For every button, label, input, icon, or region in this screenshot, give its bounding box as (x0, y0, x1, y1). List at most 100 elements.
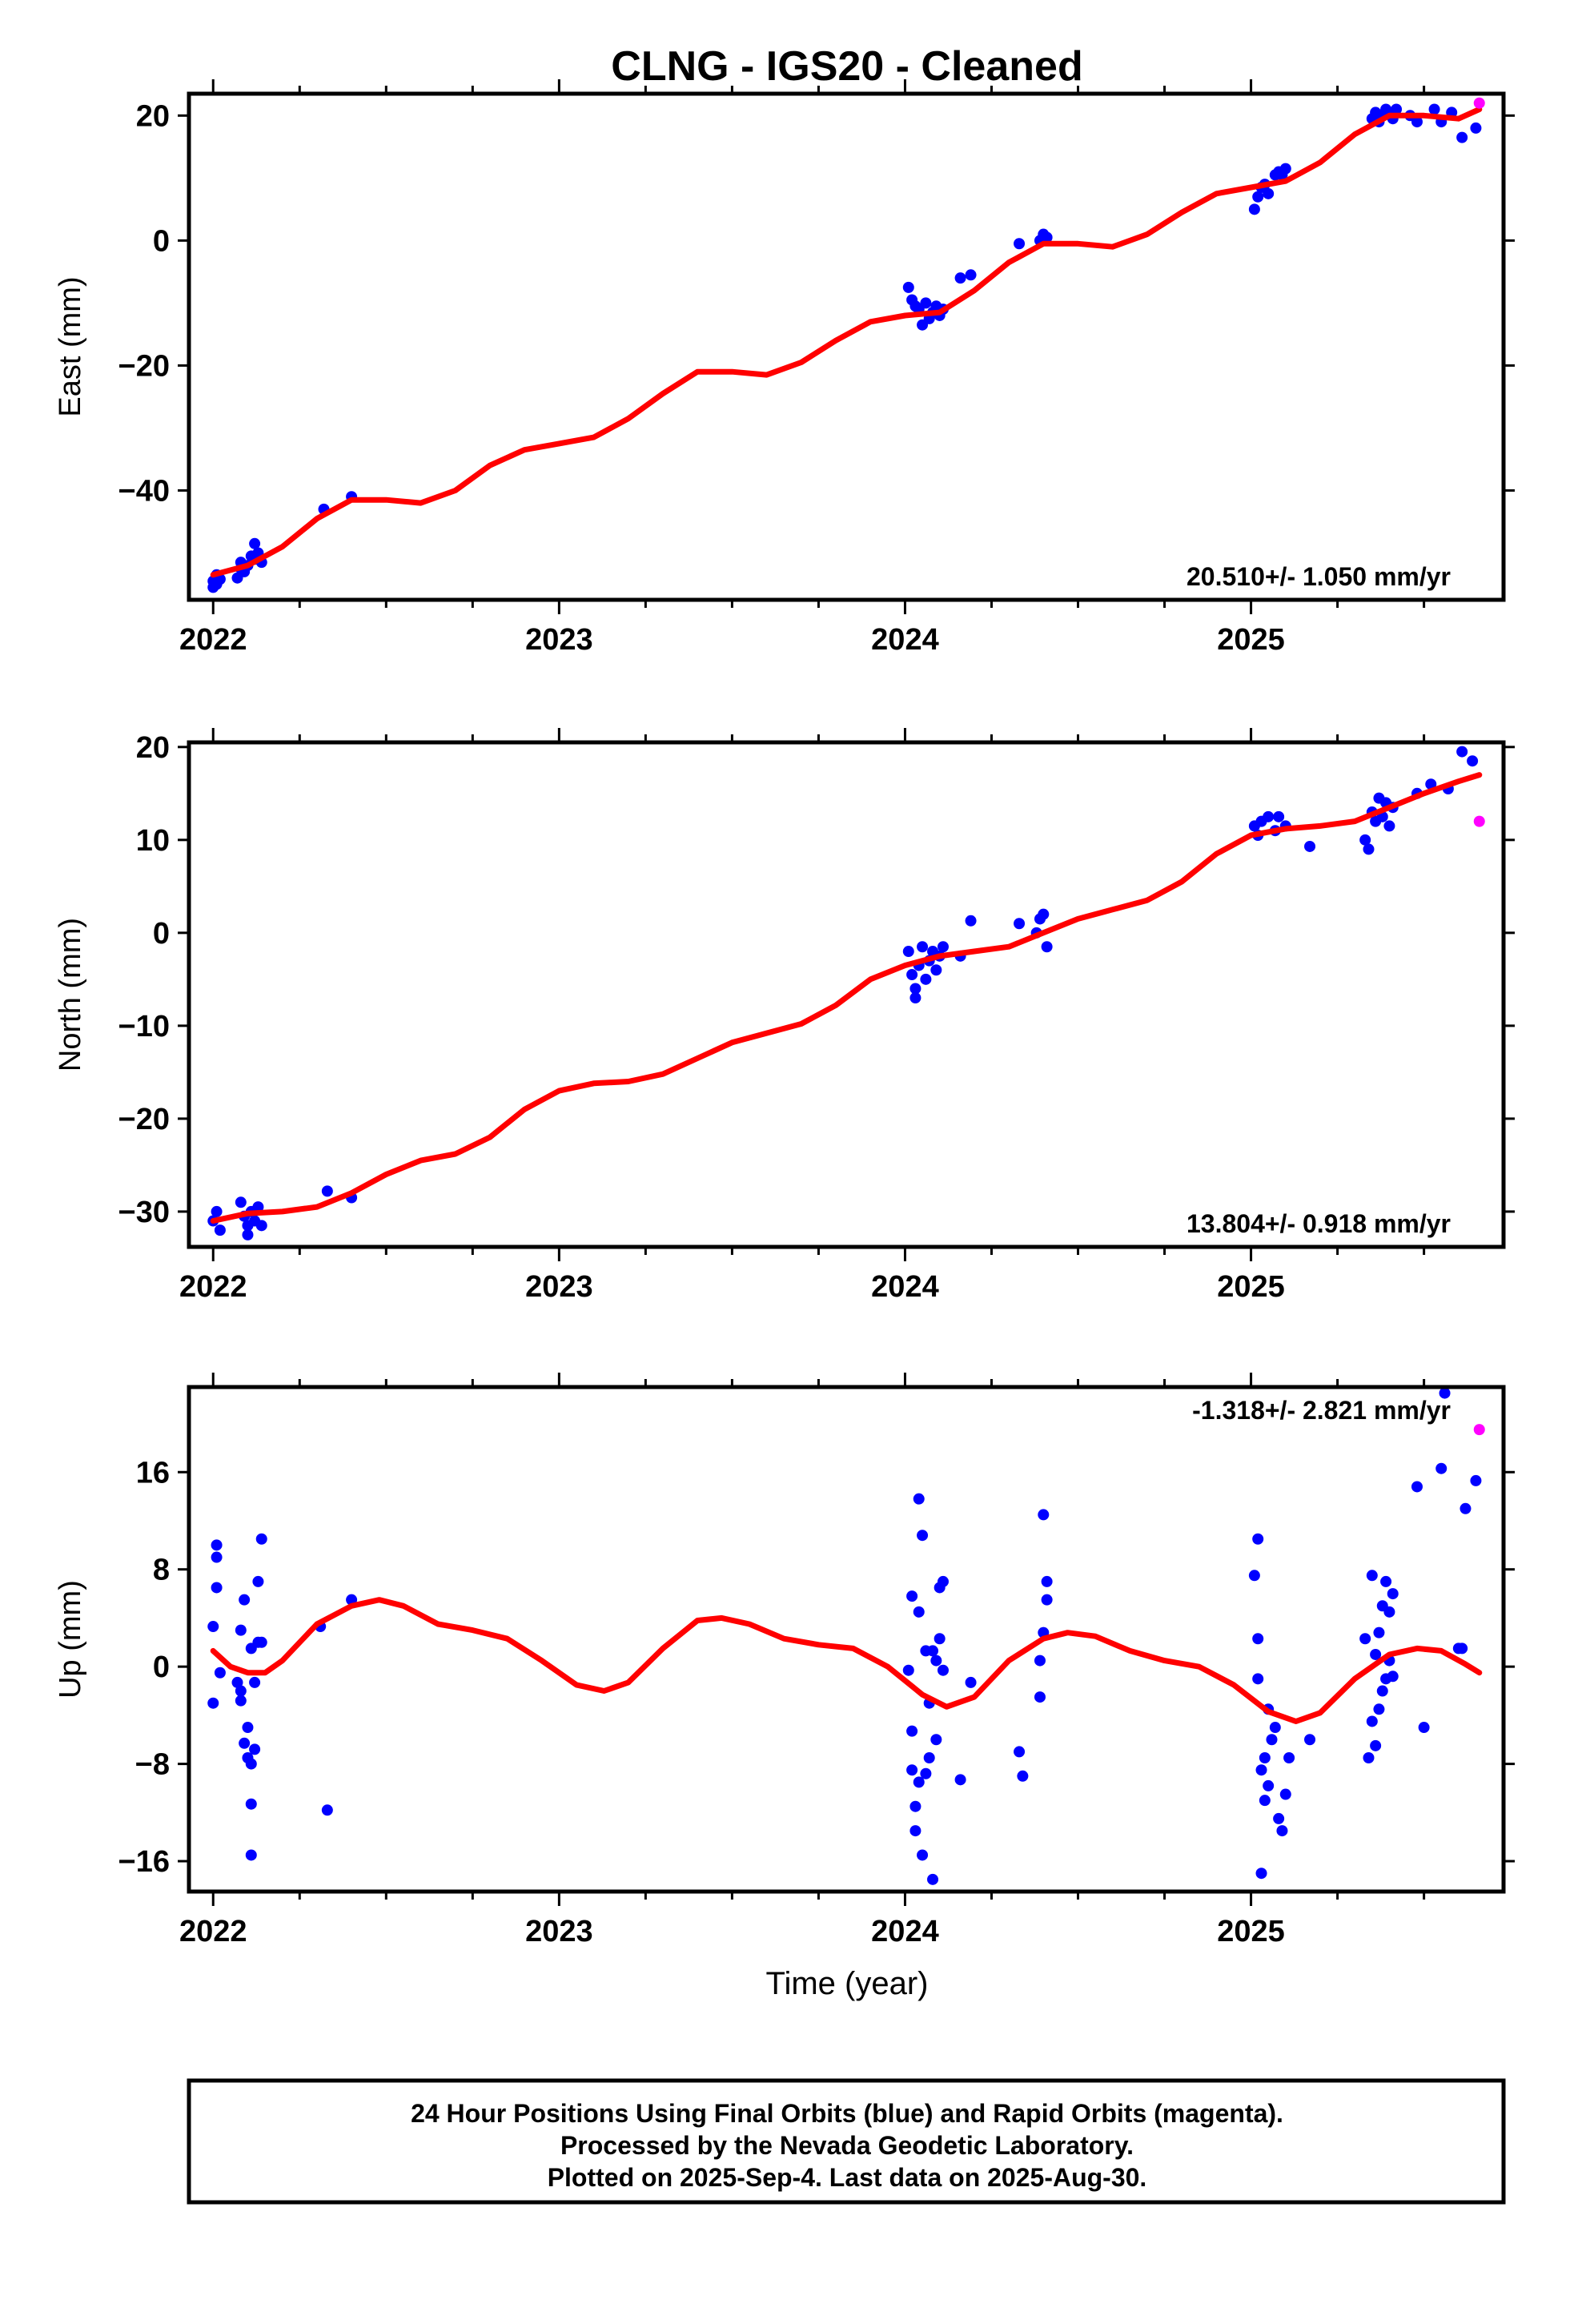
y-tick-label: −30 (118, 1196, 170, 1229)
final-orbit-point (211, 1582, 223, 1594)
final-orbit-point (1263, 1779, 1275, 1791)
final-orbit-point (965, 1676, 977, 1688)
final-orbit-point (242, 1228, 254, 1240)
final-orbit-point (920, 1767, 932, 1779)
final-orbit-point (906, 969, 918, 981)
final-orbit-point (1456, 746, 1468, 758)
final-orbit-point (1273, 1812, 1285, 1824)
final-orbit-point (923, 1752, 935, 1764)
final-orbit-point (211, 1539, 223, 1551)
final-orbit-point (1266, 1734, 1278, 1746)
final-orbit-point (1263, 187, 1275, 199)
final-orbit-point (1383, 1606, 1395, 1618)
final-orbit-point (913, 1606, 925, 1618)
model-fit-line (210, 1597, 1483, 1724)
final-orbit-point (1041, 1575, 1053, 1587)
y-tick-label: −8 (135, 1748, 170, 1782)
final-orbit-point (1038, 1509, 1050, 1521)
x-tick-label: 2024 (871, 1270, 939, 1304)
final-orbit-point (909, 1825, 921, 1837)
final-orbit-point (920, 297, 932, 309)
final-orbit-point (1391, 103, 1403, 115)
final-orbit-point (1380, 1575, 1392, 1587)
final-orbit-point (902, 1664, 914, 1676)
final-orbit-point (1014, 1746, 1026, 1758)
final-orbit-point (917, 1849, 929, 1861)
x-tick-label: 2023 (525, 1915, 593, 1948)
x-tick-label: 2023 (525, 623, 593, 657)
plot-title: CLNG - IGS20 - Cleaned (611, 43, 1082, 90)
footer-line-2: Processed by the Nevada Geodetic Laborat… (560, 2131, 1134, 2160)
east-panel: 2022 2023 2024 2025 −40 −20 0 20 East (mm) 20.510… (54, 79, 1515, 657)
final-orbit-point (321, 1185, 333, 1197)
final-orbit-point (1279, 1788, 1291, 1800)
final-orbit-point (902, 946, 914, 958)
y-tick-label: 20 (136, 731, 170, 765)
y-tick-label: 20 (136, 99, 170, 133)
final-orbit-point (1359, 1633, 1371, 1645)
final-orbit-point (913, 1493, 925, 1505)
final-orbit-point (252, 1575, 264, 1587)
final-orbit-point (930, 964, 942, 976)
final-orbit-point (917, 1530, 929, 1542)
final-orbit-point (249, 1676, 261, 1688)
final-orbit-point (1034, 1655, 1046, 1667)
y-axis-label: East (mm) (54, 276, 87, 416)
x-tick-label: 2025 (1217, 1915, 1285, 1948)
final-orbit-point (235, 1685, 247, 1697)
final-orbit-point (1376, 1685, 1388, 1697)
y-tick-label: 8 (153, 1554, 170, 1587)
final-orbit-point (207, 1697, 219, 1709)
final-orbit-point (239, 1594, 251, 1606)
final-orbit-point (1411, 116, 1423, 128)
final-orbit-point (902, 281, 914, 293)
final-orbit-point (937, 941, 949, 953)
footer-line-3: Plotted on 2025-Sep-4. Last data on 2025… (548, 2163, 1147, 2192)
final-orbit-point (913, 1776, 925, 1788)
final-orbit-point (1252, 1633, 1264, 1645)
final-orbit-point (917, 941, 929, 953)
rapid-orbit-point (1473, 97, 1485, 109)
final-orbit-point (1304, 1734, 1316, 1746)
final-orbit-point (255, 1533, 267, 1545)
plot-area (207, 746, 1485, 1240)
final-orbit-point (927, 1645, 939, 1657)
plot-frame (187, 740, 1506, 1249)
final-orbit-point (1014, 238, 1026, 250)
plot-area (207, 97, 1485, 593)
final-orbit-point (1373, 1626, 1385, 1638)
final-orbit-point (1460, 1502, 1472, 1514)
y-tick-label: 0 (153, 917, 170, 951)
final-orbit-point (214, 1224, 226, 1236)
final-orbit-point (1359, 834, 1371, 846)
final-orbit-point (954, 1774, 966, 1786)
final-orbit-point (909, 1800, 921, 1812)
final-orbit-point (934, 1633, 946, 1645)
final-orbit-point (1041, 231, 1053, 243)
final-orbit-point (1252, 191, 1264, 203)
final-orbit-point (214, 1667, 226, 1679)
plot-frame (187, 1385, 1506, 1894)
final-orbit-point (920, 973, 932, 985)
final-orbit-point (1439, 1387, 1451, 1399)
final-orbit-point (1283, 1752, 1295, 1764)
final-orbit-point (231, 1676, 243, 1688)
final-orbit-point (1276, 1825, 1288, 1837)
final-orbit-point (245, 1758, 257, 1770)
final-orbit-point (239, 1737, 251, 1749)
plot-frame (187, 91, 1506, 602)
final-orbit-point (1017, 1770, 1029, 1782)
final-orbit-point (1435, 1462, 1447, 1474)
x-tick-label: 2022 (179, 1270, 247, 1304)
final-orbit-point (1370, 1739, 1382, 1751)
final-orbit-point (965, 915, 977, 927)
final-orbit-point (1370, 1648, 1382, 1660)
final-orbit-point (245, 1798, 257, 1810)
x-tick-label: 2024 (871, 1915, 939, 1948)
footer-line-1: 24 Hour Positions Using Final Orbits (bl… (411, 2099, 1283, 2128)
final-orbit-point (1363, 843, 1375, 855)
final-orbit-point (255, 1636, 267, 1648)
final-orbit-point (1470, 122, 1482, 134)
final-orbit-point (1456, 131, 1468, 143)
